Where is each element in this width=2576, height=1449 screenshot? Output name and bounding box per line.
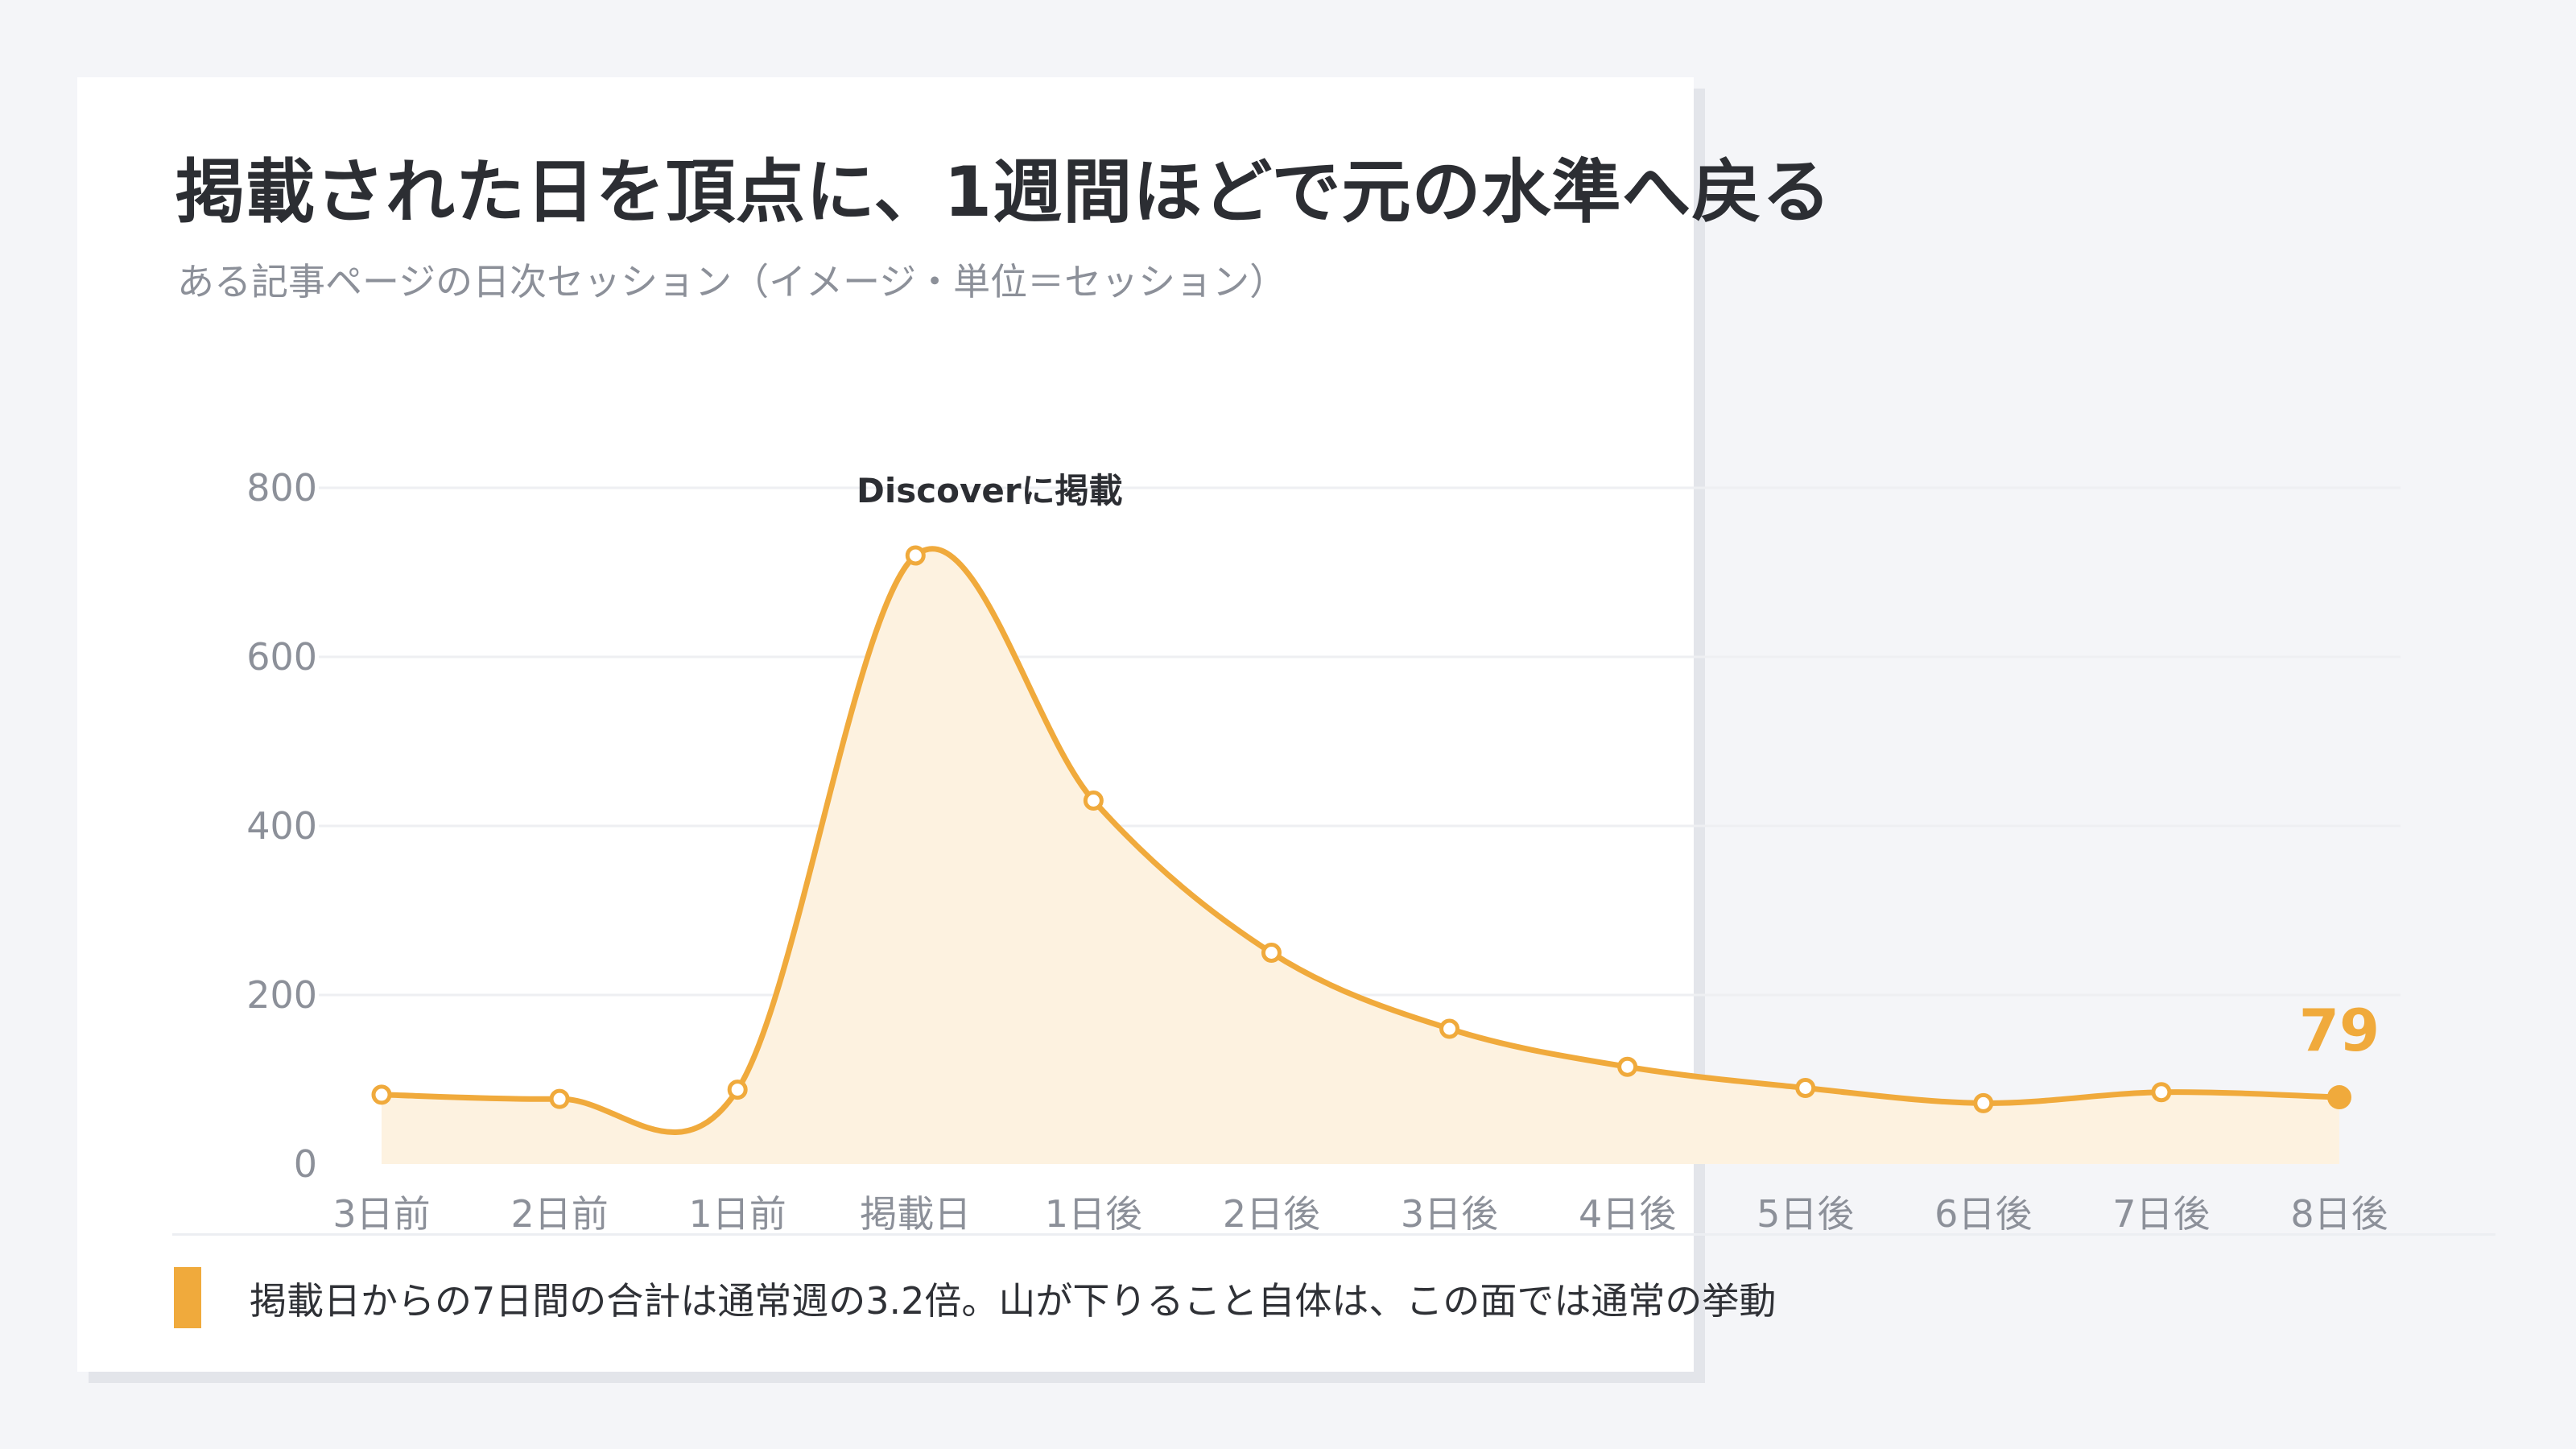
x-tick-label: 1日前 [689,1192,786,1236]
data-point-2 [727,1080,748,1100]
line-layer [378,546,2343,1135]
point-layer [371,545,2351,1113]
series-area [382,548,2339,1164]
grid-layer [319,486,2401,997]
x-tick-label: 6日後 [1934,1192,2032,1236]
x-tick-label: 1日後 [1045,1192,1142,1236]
data-point-9 [1973,1092,1994,1113]
area-chart: 0 200 400 600 800 3日前 2日前 1日前 掲載日 1日後 2日後 3日後 4日後 5日… [246,466,2401,1236]
data-point-3 [905,545,926,566]
data-point-7 [1617,1056,1638,1077]
y-tick-label: 0 [294,1142,317,1186]
data-point-11 [2327,1085,2351,1110]
data-point-0 [371,1084,392,1105]
y-tick-label: 800 [246,466,317,510]
x-axis-ticks: 3日前 2日前 1日前 掲載日 1日後 2日後 3日後 4日後 5日後 6日後 7日後 8日後 [332,1192,2388,1236]
last-value-label: 79 [2299,997,2380,1064]
y-tick-label: 400 [246,804,317,848]
chart-card-body: 掲載された日を頂点に、1週間ほどで元の水準へ戻る ある記事ページの日次セッション… [77,77,2496,1372]
data-point-5 [1261,943,1282,963]
data-point-4 [1083,791,1104,811]
x-tick-label: 4日後 [1579,1192,1676,1236]
y-tick-label: 600 [246,635,317,679]
footer-accent-marker [174,1267,201,1328]
footer-divider [172,1233,2496,1236]
chart-title: 掲載された日を頂点に、1週間ほどで元の水準へ戻る [175,152,1832,233]
chart-card: 掲載された日を頂点に、1週間ほどで元の水準へ戻る ある記事ページの日次セッション… [77,77,2496,1372]
x-tick-label: 8日後 [2290,1192,2388,1236]
footer-note: 掲載日からの7日間の合計は通常週の3.2倍。山が下りること自体は、この面では通常… [250,1279,1777,1323]
x-tick-label: 5日後 [1757,1192,1854,1236]
x-tick-label: 掲載日 [860,1192,971,1236]
x-tick-label: 3日前 [332,1192,430,1236]
annotation-layer: Discoverに掲載 79 [857,471,2380,1064]
data-point-8 [1795,1078,1816,1098]
peak-annotation: Discoverに掲載 [857,471,1123,510]
y-tick-label: 200 [246,973,317,1017]
x-tick-label: 2日前 [510,1192,608,1236]
x-tick-label: 7日後 [2112,1192,2210,1236]
x-tick-label: 2日後 [1223,1192,1320,1236]
data-point-1 [549,1088,570,1109]
data-point-10 [2151,1082,2172,1103]
y-axis-ticks: 0 200 400 600 800 [246,466,317,1186]
x-tick-label: 3日後 [1401,1192,1498,1236]
area-layer [382,548,2339,1164]
series-line [378,546,2343,1135]
chart-subtitle: ある記事ページの日次セッション（イメージ・単位＝セッション） [177,260,1287,303]
data-point-6 [1439,1018,1460,1039]
